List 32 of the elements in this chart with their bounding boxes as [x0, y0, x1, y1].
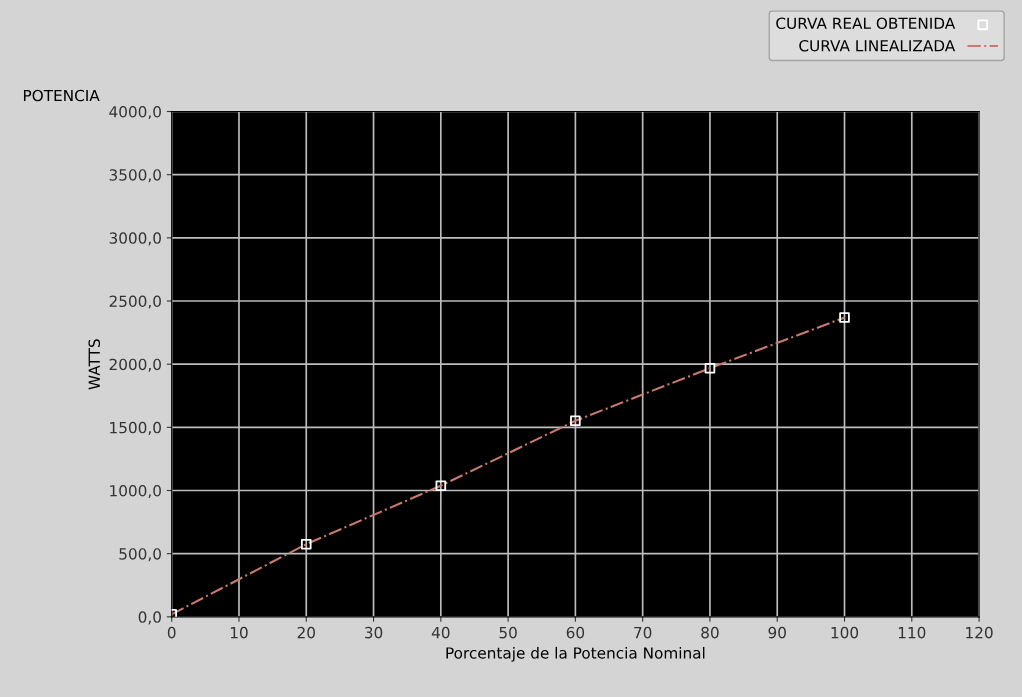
x-tick-label: 100	[831, 626, 859, 639]
x-tick-label: 40	[431, 626, 450, 639]
x-tick-label: 60	[566, 626, 585, 639]
x-tick-label: 110	[898, 626, 926, 639]
x-tick-label: 70	[634, 626, 652, 639]
y-axis-title: WATTS	[88, 339, 100, 390]
x-tick-label: 80	[701, 626, 719, 639]
point	[704, 362, 716, 374]
x-tick-label: 50	[499, 626, 517, 639]
legend-label: CURVA REAL OBTENIDA	[776, 17, 956, 30]
y-tick-label: 0,0	[138, 611, 161, 625]
x-tick-label: 120	[966, 626, 993, 639]
y-tick-label: 4000,0	[109, 105, 161, 120]
y-tick-label: 2500,0	[109, 295, 161, 309]
y-tick-label: 2000,0	[109, 358, 161, 372]
y-tick-label: 1500,0	[110, 421, 161, 435]
legend-label: CURVA LINEALIZADA	[799, 39, 956, 52]
chart-title: POTENCIA	[23, 89, 100, 102]
x-tick-label: 30	[364, 626, 383, 639]
point	[839, 312, 850, 323]
y-tick-label: 3500,0	[109, 169, 161, 183]
x-tick-label: 90	[768, 626, 786, 639]
x-axis-title: Porcentaje de la Potencia Nominal	[446, 646, 705, 662]
x-tick-label: 0	[167, 626, 176, 639]
x-tick-label: 10	[230, 626, 248, 639]
y-tick-label: 500,0	[119, 548, 161, 562]
y-tick-label: 1000,0	[110, 484, 161, 499]
point	[300, 538, 312, 550]
point	[435, 480, 447, 492]
y-tick-label: 3000,0	[109, 232, 161, 246]
x-tick-label: 20	[297, 626, 315, 639]
point	[570, 415, 581, 427]
